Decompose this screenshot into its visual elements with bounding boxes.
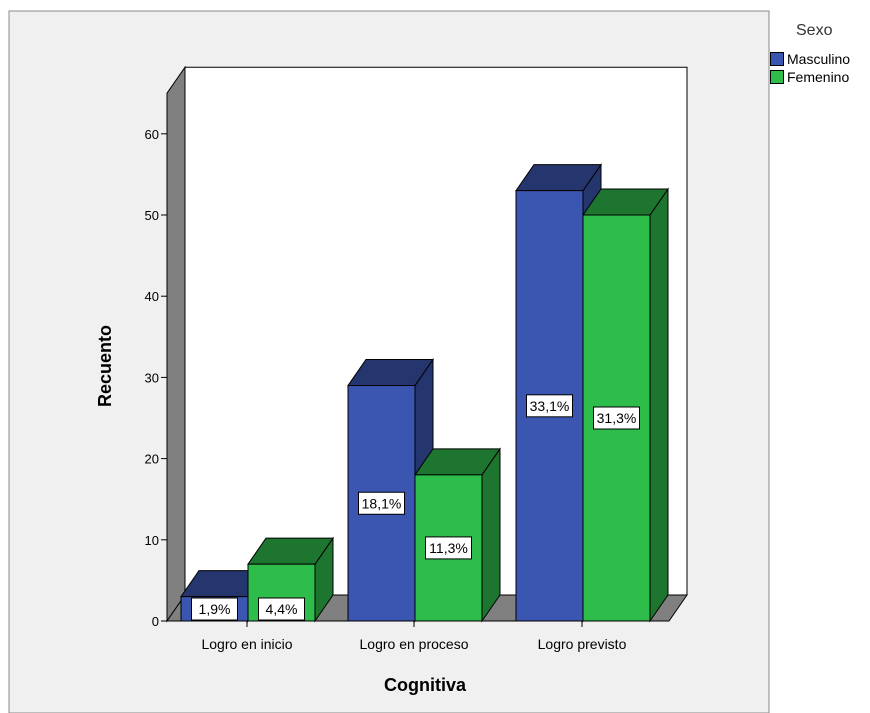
data-label: 31,3% xyxy=(597,410,637,426)
data-label-box xyxy=(425,536,472,560)
legend-item-masculino: Masculino xyxy=(770,50,870,68)
x-tick-label: Logro en inicio xyxy=(201,636,292,652)
legend-item-femenino: Femenino xyxy=(770,68,870,86)
y-axis-title: Recuento xyxy=(95,325,115,407)
y-tick-label: 10 xyxy=(145,533,159,548)
x-tick-label: Logro previsto xyxy=(538,636,627,652)
plot-left-wall xyxy=(166,65,186,623)
data-label-box xyxy=(358,491,405,515)
data-label: 18,1% xyxy=(362,495,402,511)
y-axis: 0 10 20 30 40 50 60 xyxy=(145,93,168,629)
data-label: 1,9% xyxy=(199,601,231,617)
bar-side xyxy=(649,187,669,623)
data-label-box xyxy=(258,597,305,621)
x-tick-label: Logro en proceso xyxy=(360,636,469,652)
data-label: 11,3% xyxy=(429,540,468,556)
legend-label-masculino: Masculino xyxy=(787,51,851,67)
bar-femenino-2: 11,3% xyxy=(414,447,501,623)
legend: Sexo Masculino Femenino xyxy=(770,22,870,86)
legend-label-femenino: Femenino xyxy=(787,69,850,85)
y-tick-label: 20 xyxy=(145,452,159,467)
y-tick-label: 30 xyxy=(145,370,159,385)
y-tick-label: 50 xyxy=(145,208,159,223)
data-label: 33,1% xyxy=(530,398,570,414)
bar-femenino-3: 31,3% xyxy=(582,187,669,623)
x-axis-title: Cognitiva xyxy=(384,675,467,695)
y-tick-label: 40 xyxy=(145,289,159,304)
x-axis: Logro en inicio Logro en proceso Logro pre… xyxy=(167,620,669,652)
bar-side xyxy=(481,447,501,623)
bar-femenino-1: 4,4% xyxy=(247,536,334,623)
data-label-box xyxy=(526,394,573,418)
legend-swatch-femenino xyxy=(770,70,784,84)
legend-title: Sexo xyxy=(796,22,833,39)
data-label: 4,4% xyxy=(266,601,298,617)
y-tick-label: 0 xyxy=(152,614,159,629)
y-tick-label: 60 xyxy=(145,127,159,142)
data-label-box xyxy=(593,406,640,430)
bars: 1,9% 4,4% 18,1% 11,3% 33,1% 31,3% xyxy=(180,163,669,623)
data-label-box xyxy=(191,597,238,621)
legend-swatch-masculino xyxy=(770,52,784,66)
